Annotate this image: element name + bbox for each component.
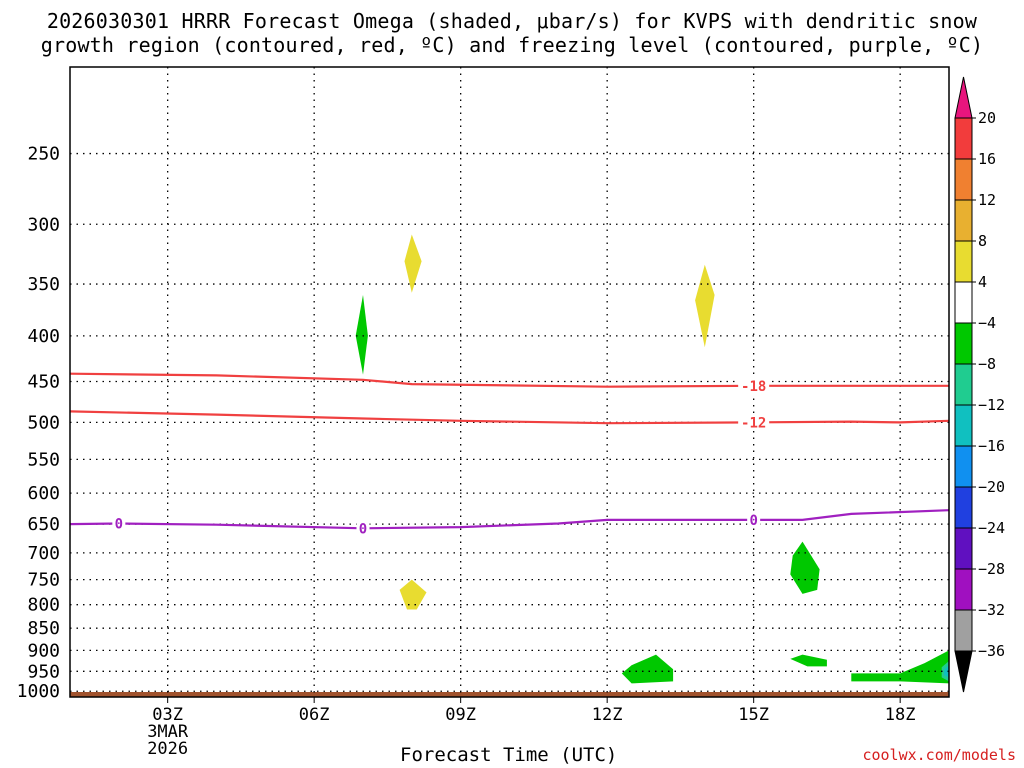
y-tick-label-550: 550 <box>27 449 60 470</box>
colorbar-band-7 <box>954 363 973 406</box>
colorbar-top-triangle <box>954 76 973 119</box>
x-date-label-0: 3MAR <box>147 722 189 742</box>
colorbar-band-11 <box>954 527 973 570</box>
omega-shading <box>355 234 949 684</box>
contour-label-0-0: 0 <box>115 517 123 533</box>
y-tick-label-400: 400 <box>27 326 60 347</box>
contour-line-0 <box>69 509 950 530</box>
omega-region-1 <box>404 234 422 293</box>
colorbar-band-5 <box>954 281 973 324</box>
x-tick-label-06Z: 06Z <box>299 705 330 725</box>
y-tick-label-1000: 1000 <box>17 681 60 702</box>
contour-label-bg-0-2 <box>747 511 761 528</box>
contour-line--18 <box>69 372 949 388</box>
omega-region-4 <box>790 541 820 594</box>
y-tick-label-900: 900 <box>27 640 60 661</box>
contour-label-bg-0-1 <box>356 520 370 537</box>
contour-label-0-1: 0 <box>359 521 367 537</box>
colorbar-label-1: 16 <box>978 150 996 168</box>
colorbar-label-11: −28 <box>978 560 1005 578</box>
colorbar-band-8 <box>954 404 973 447</box>
x-tick-label-15Z: 15Z <box>738 705 769 725</box>
omega-region-3 <box>399 579 427 610</box>
credit-link[interactable]: coolwx.com/models <box>862 746 1016 764</box>
colorbar-band-3 <box>954 199 973 242</box>
omega-region-5 <box>790 654 827 667</box>
contour-label--18-0: -18 <box>741 379 766 395</box>
omega-region-0 <box>355 295 368 375</box>
colorbar-band-2 <box>954 158 973 201</box>
omega-region-6 <box>621 654 674 684</box>
y-tick-label-450: 450 <box>27 372 60 393</box>
x-tick-label-09Z: 09Z <box>445 705 476 725</box>
colorbar-label-4: 4 <box>978 273 987 291</box>
y-tick-label-850: 850 <box>27 618 60 639</box>
y-tick-label-700: 700 <box>27 543 60 564</box>
colorbar-band-1 <box>954 117 973 160</box>
y-tick-label-650: 650 <box>27 514 60 535</box>
colorbar-band-9 <box>954 445 973 488</box>
contour-label-bg-0-0 <box>112 515 126 532</box>
y-tick-label-350: 350 <box>27 274 60 295</box>
y-tick-label-250: 250 <box>27 144 60 165</box>
colorbar-band-4 <box>954 240 973 283</box>
colorbar-label-13: −36 <box>978 642 1005 660</box>
contour-line--12 <box>69 410 950 425</box>
omega-region-9 <box>944 665 949 678</box>
x-tick-label-18Z: 18Z <box>885 705 916 725</box>
colorbar-label-0: 20 <box>978 109 996 127</box>
y-tick-label-500: 500 <box>27 412 60 433</box>
contour-label--12-0: -12 <box>741 415 766 431</box>
colorbar-label-2: 12 <box>978 191 996 209</box>
omega-region-7 <box>851 650 949 684</box>
colorbar-label-12: −32 <box>978 601 1005 619</box>
ground-bar <box>70 692 949 697</box>
y-tick-label-800: 800 <box>27 595 60 616</box>
y-tick-label-950: 950 <box>27 661 60 682</box>
colorbar-band-6 <box>954 322 973 365</box>
omega-region-2 <box>695 264 715 348</box>
colorbar-label-8: −16 <box>978 437 1005 455</box>
colorbar-bottom-triangle <box>954 650 973 693</box>
contour-label-bg--12-0 <box>738 414 770 431</box>
y-tick-label-300: 300 <box>27 214 60 235</box>
colorbar-label-5: −4 <box>978 314 996 332</box>
x-date-label-1: 2026 <box>147 739 188 759</box>
y-tick-label-600: 600 <box>27 483 60 504</box>
x-tick-label-12Z: 12Z <box>592 705 623 725</box>
colorbar-band-12 <box>954 568 973 611</box>
colorbar-label-10: −24 <box>978 519 1005 537</box>
x-axis-label: Forecast Time (UTC) <box>400 744 618 766</box>
x-tick-label-03Z: 03Z <box>152 705 183 725</box>
plot-frame <box>69 66 950 698</box>
colorbar-label-6: −8 <box>978 355 996 373</box>
colorbar-band-10 <box>954 486 973 529</box>
chart-title-line-1: 2026030301 HRRR Forecast Omega (shaded, … <box>46 9 978 33</box>
colorbar-label-9: −20 <box>978 478 1005 496</box>
colorbar-label-3: 8 <box>978 232 987 250</box>
chart-title-line-2: growth region (contoured, red, ºC) and f… <box>40 33 984 57</box>
y-tick-label-750: 750 <box>27 570 60 591</box>
colorbar-label-7: −12 <box>978 396 1005 414</box>
contour-label-0-2: 0 <box>749 513 757 529</box>
colorbar-band-13 <box>954 609 973 652</box>
contour-label-bg--18-0 <box>738 377 770 394</box>
